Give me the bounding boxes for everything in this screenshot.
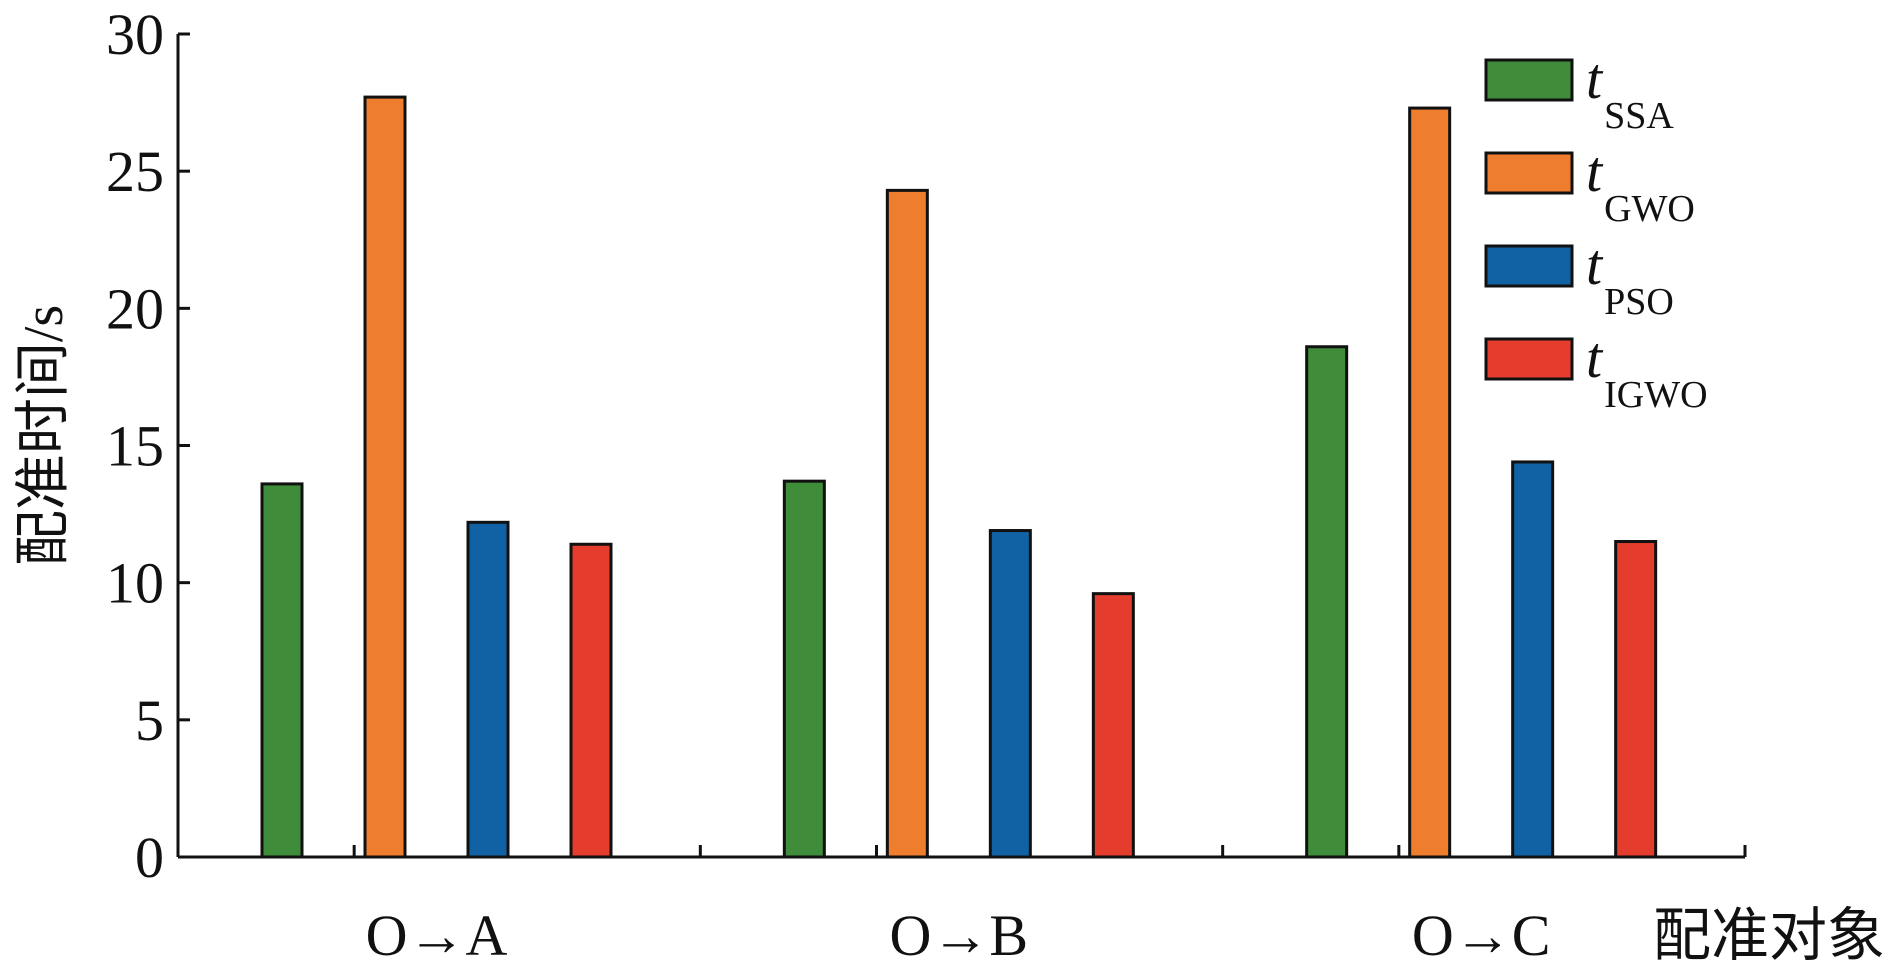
- axes: [176, 32, 1747, 859]
- legend-subscript: GWO: [1604, 188, 1695, 230]
- y-tick-label: 5: [135, 688, 164, 753]
- x-category-label: O→A: [366, 903, 508, 968]
- legend-symbol: t: [1586, 232, 1604, 297]
- legend-symbol: t: [1586, 139, 1604, 204]
- legend-label: tPSO: [1586, 232, 1674, 323]
- legend-label: tIGWO: [1586, 325, 1708, 416]
- y-tick-label: 25: [106, 139, 164, 204]
- bar-igwo-3: [1614, 540, 1658, 859]
- legend-subscript: IGWO: [1604, 374, 1707, 416]
- bar-igwo-2: [1091, 592, 1135, 859]
- bar-ssa-3: [1305, 345, 1349, 859]
- legend-symbol: t: [1586, 46, 1604, 111]
- legend-label: tGWO: [1586, 139, 1695, 230]
- y-tick-label: 10: [106, 551, 164, 616]
- legend-symbol: t: [1586, 325, 1604, 390]
- legend-swatch: [1484, 151, 1574, 195]
- legend-swatch: [1484, 244, 1574, 288]
- legend-swatch: [1484, 58, 1574, 102]
- bars: [260, 95, 1658, 859]
- y-tick-label: 15: [106, 414, 164, 479]
- y-tick-label: 0: [135, 825, 164, 890]
- bar-igwo-1: [569, 542, 613, 859]
- y-axis-title: 配准时间/s: [13, 305, 75, 566]
- legend-label: tSSA: [1586, 46, 1674, 137]
- legend-item-pso: tPSO: [1484, 232, 1674, 323]
- x-category-label: O→C: [1412, 903, 1551, 968]
- y-tick-label: 30: [106, 2, 164, 67]
- legend-subscript: PSO: [1604, 281, 1674, 323]
- legend-item-gwo: tGWO: [1484, 139, 1695, 230]
- bar-gwo-3: [1408, 106, 1452, 859]
- x-category-label: O→B: [890, 903, 1029, 968]
- bar-ssa-2: [782, 479, 826, 859]
- legend-subscript: SSA: [1604, 95, 1674, 137]
- bar-gwo-2: [885, 188, 929, 859]
- bar-ssa-1: [260, 482, 304, 859]
- bar-pso-2: [988, 529, 1032, 859]
- labels: 0 5 10 15 20 25 30 O→A O→B O→C 配准对象 配准时间/s: [13, 2, 1885, 968]
- legend-item-igwo: tIGWO: [1484, 325, 1708, 416]
- bar-pso-3: [1511, 460, 1555, 859]
- y-tick-label: 20: [106, 276, 164, 341]
- legend-swatch: [1484, 337, 1574, 381]
- bar-pso-1: [466, 520, 510, 859]
- x-axis-title: 配准对象: [1653, 903, 1885, 968]
- bar-gwo-1: [363, 95, 407, 859]
- legend-item-ssa: tSSA: [1484, 46, 1674, 137]
